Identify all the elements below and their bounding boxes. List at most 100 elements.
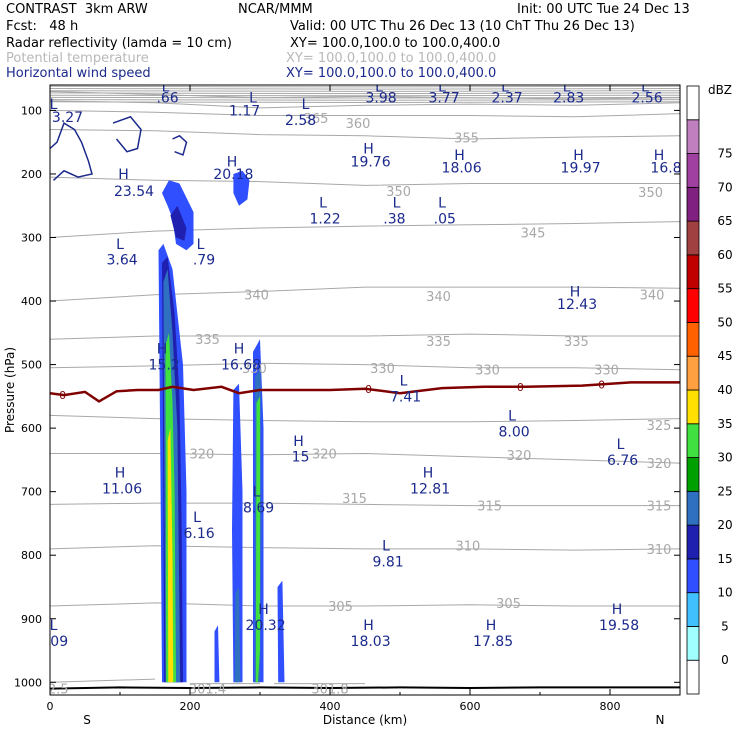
reflectivity-cell <box>233 170 250 206</box>
wind-label: L <box>249 91 257 107</box>
wind-label: .09 <box>46 634 68 650</box>
theta-label: 310 <box>647 543 672 558</box>
valid-time: Valid: 00 UTC Thu 26 Dec 13 (10 ChT Thu … <box>290 19 635 34</box>
wind-label: H <box>118 167 129 183</box>
colorbar-tick-label: 20 <box>717 518 732 532</box>
wind-label: 2.58 <box>285 113 316 129</box>
y-tick-label: 300 <box>21 232 42 245</box>
wind-label: 17.85 <box>473 634 513 650</box>
colorbar-box <box>686 322 700 357</box>
wind-label: L <box>162 79 170 95</box>
wind-label: .66 <box>156 91 178 107</box>
x-axis-label: Distance (km) <box>323 713 407 727</box>
model-title: CONTRAST 3km ARW <box>6 2 148 17</box>
south-label: S <box>83 713 91 727</box>
wind-label: 19.76 <box>351 154 391 170</box>
field-reflectivity-name: Radar reflectivity (lamda = 10 cm) <box>6 36 232 51</box>
colorbar-box <box>686 558 700 594</box>
wind-label: L <box>50 618 58 634</box>
theta-label: 335 <box>426 335 451 350</box>
wind-label: 12.81 <box>410 481 450 497</box>
colorbar-box <box>686 355 700 391</box>
wind-label: L <box>617 437 625 453</box>
colorbar-tick-label: 10 <box>717 586 732 600</box>
colorbar-tick-label: 45 <box>717 349 732 363</box>
theta-contour-315 <box>50 502 680 507</box>
theta-contour-370 <box>50 90 680 100</box>
wind-label: 7.41 <box>390 389 421 405</box>
wind-label: .38 <box>383 211 405 227</box>
x-tick-label: 0 <box>47 700 54 713</box>
wind-label: H <box>234 342 245 358</box>
wind-label: H <box>454 148 465 164</box>
theta-contour-330 <box>50 362 680 371</box>
theta-label: 330 <box>475 364 500 379</box>
reflectivity-cell <box>232 383 243 683</box>
colorbar-box <box>686 186 700 222</box>
wind-label: 18.03 <box>351 634 391 650</box>
center-title: NCAR/MMM <box>238 2 313 17</box>
wind-label: L <box>508 408 516 424</box>
x-tick-label: 600 <box>460 700 481 713</box>
wind-label: H <box>612 602 623 618</box>
wind-label: .05 <box>434 211 456 227</box>
colorbar-tick-label: 40 <box>717 383 732 397</box>
reflectivity-cell <box>214 625 220 683</box>
reflectivity-cell <box>234 587 241 683</box>
y-tick-label: 800 <box>21 549 42 562</box>
theta-label: 315 <box>342 492 367 507</box>
wind-label: H <box>227 154 238 170</box>
y-axis-label: Pressure (hPa) <box>3 347 17 433</box>
colorbar-box <box>686 592 700 627</box>
theta-contour-upper <box>50 94 680 97</box>
wind-label: 12.43 <box>557 297 597 313</box>
wind-label: 20.18 <box>213 167 253 183</box>
field-theta-name: Potential temperature <box>6 51 149 66</box>
colorbar-box <box>686 220 700 256</box>
colorbar-box <box>686 524 700 560</box>
colorbar-box <box>686 119 700 154</box>
wind-label: 1.17 <box>229 103 260 119</box>
theta-label: 350 <box>638 186 663 201</box>
y-tick-label: 400 <box>21 295 42 308</box>
theta-label: 305 <box>328 600 353 615</box>
wind-label: L <box>438 79 446 95</box>
colorbar-tick-label: 25 <box>717 484 732 498</box>
theta-label: 301.4 <box>189 683 226 698</box>
colorbar-unit: dBZ <box>708 83 732 97</box>
colorbar-box <box>686 85 700 121</box>
theta-label: 325 <box>647 419 672 434</box>
wind-label: 2.56 <box>632 91 663 107</box>
wind-label: L <box>302 97 310 113</box>
y-tick-label: 700 <box>21 486 42 499</box>
wind-label: L <box>501 79 509 95</box>
theta-label: 360 <box>346 117 371 132</box>
y-tick-label: 900 <box>21 613 42 626</box>
freezing-level-label: 0 <box>598 378 605 391</box>
freezing-level-line <box>50 381 680 403</box>
wind-label: 19.97 <box>561 161 601 177</box>
theta-label: 340 <box>244 289 269 304</box>
wind-label: L <box>563 79 571 95</box>
wind-label: 2.83 <box>553 91 584 107</box>
y-tick-label: 100 <box>21 104 42 117</box>
theta-contour-350 <box>50 176 680 186</box>
colorbar-box <box>686 626 700 661</box>
wind-label: L <box>116 237 124 253</box>
wind-label: H <box>423 466 434 482</box>
theta-label: 310 <box>455 540 480 555</box>
wind-label: L <box>193 510 201 526</box>
wind-label: H <box>293 434 304 450</box>
theta-contour-320 <box>50 452 680 464</box>
wind-label: 16.68 <box>221 358 261 374</box>
wind-label: 15 <box>292 450 310 466</box>
field-wind-name: Horizontal wind speed <box>6 66 151 81</box>
wind-label: 6.16 <box>184 526 215 542</box>
colorbar-tick-label: 75 <box>717 147 732 161</box>
theta-label: 320 <box>647 457 672 472</box>
x-tick-label: 800 <box>600 700 621 713</box>
theta-contour-302.5 <box>50 678 156 683</box>
wind-label: 8.00 <box>499 424 530 440</box>
theta-label: 305 <box>496 597 521 612</box>
theta-label: 330 <box>594 364 619 379</box>
